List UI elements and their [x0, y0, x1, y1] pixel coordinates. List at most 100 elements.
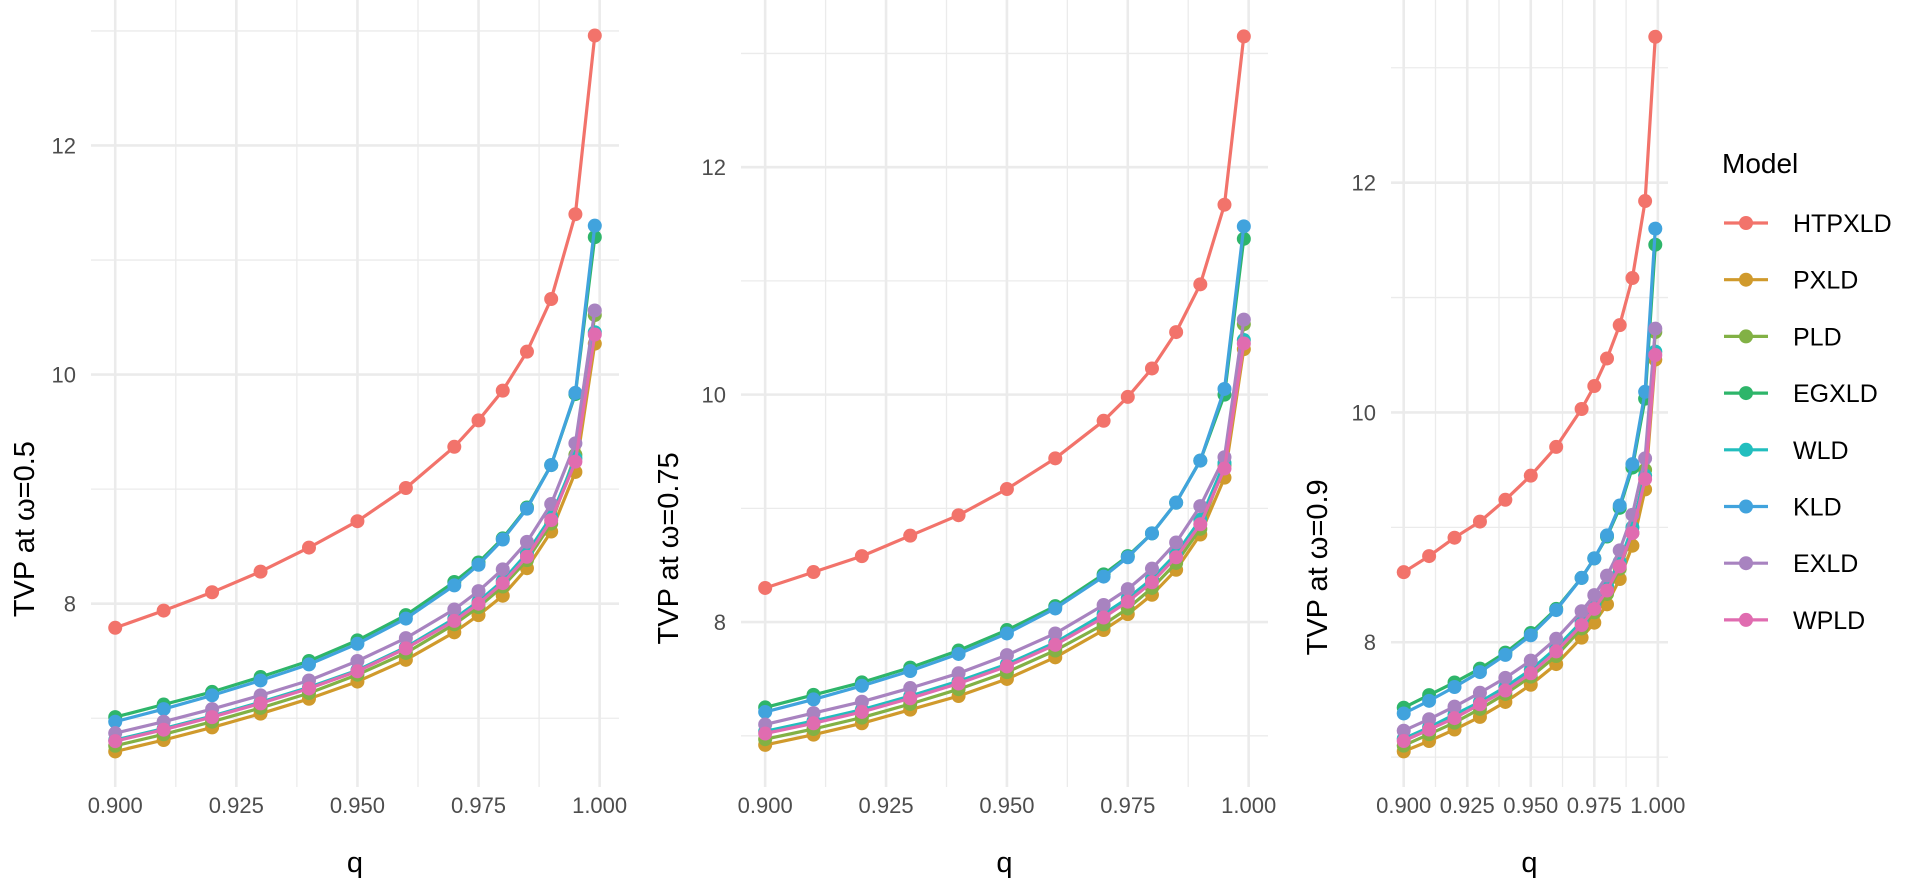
x-tick-label: 0.925	[1440, 793, 1495, 818]
data-point-wpld	[253, 696, 268, 711]
data-point-wpld	[1549, 644, 1564, 659]
data-point-kld	[253, 673, 268, 688]
y-tick-label: 10	[702, 383, 726, 408]
data-point-wpld	[1396, 734, 1411, 749]
series-line-kld	[114, 225, 597, 724]
data-point-wpld	[205, 710, 220, 725]
data-point-kld	[544, 458, 559, 473]
x-tick-label: 0.925	[859, 793, 914, 818]
data-point-exld	[1574, 604, 1589, 619]
data-point-htpxld	[1422, 549, 1437, 564]
data-point-exld	[350, 653, 365, 668]
legend-item-pld: PLD	[1724, 323, 1842, 351]
data-point-wpld	[1096, 610, 1111, 625]
data-point-exld	[495, 562, 510, 577]
data-point-exld	[999, 648, 1014, 663]
series-kld	[1396, 221, 1663, 721]
data-point-htpxld	[806, 565, 821, 580]
data-point-kld	[854, 678, 869, 693]
data-point-wpld	[854, 704, 869, 719]
data-point-wpld	[1498, 683, 1513, 698]
data-point-htpxld	[1447, 530, 1462, 545]
data-point-exld	[471, 584, 486, 599]
data-point-kld	[1549, 603, 1564, 618]
x-tick-label: 0.975	[1567, 793, 1622, 818]
data-point-wpld	[471, 596, 486, 611]
data-point-htpxld	[1549, 439, 1564, 454]
data-point-htpxld	[854, 549, 869, 564]
data-point-kld	[398, 611, 413, 626]
data-point-exld	[1472, 685, 1487, 700]
data-point-kld	[1169, 495, 1184, 510]
data-point-htpxld	[758, 580, 773, 595]
data-point-htpxld	[1523, 468, 1538, 483]
data-point-exld	[1523, 653, 1538, 668]
data-point-htpxld	[1193, 277, 1208, 292]
series-wpld	[1396, 348, 1663, 749]
series-wpld	[758, 336, 1251, 741]
data-point-kld	[471, 557, 486, 572]
data-point-kld	[1447, 680, 1462, 695]
x-tick-label: 1.000	[1221, 793, 1276, 818]
legend-label: HTPXLD	[1793, 210, 1892, 238]
data-point-exld	[1169, 535, 1184, 550]
series-egxld	[758, 231, 1251, 715]
data-point-exld	[398, 631, 413, 646]
data-point-kld	[1612, 498, 1627, 513]
data-point-wpld	[1638, 472, 1653, 487]
x-tick-label: 0.950	[1503, 793, 1558, 818]
data-point-wpld	[999, 659, 1014, 674]
data-point-kld	[1498, 647, 1513, 662]
legend-item-htpxld: HTPXLD	[1724, 210, 1892, 238]
data-point-wpld	[495, 576, 510, 591]
y-tick-label: 8	[1364, 630, 1376, 655]
data-point-htpxld	[350, 514, 365, 529]
data-point-htpxld	[1096, 413, 1111, 428]
data-point-kld	[587, 218, 602, 233]
series-htpxld	[108, 28, 602, 635]
data-point-exld	[1422, 712, 1437, 727]
data-point-wpld	[951, 676, 966, 691]
x-axis-title: q	[996, 847, 1012, 879]
data-point-exld	[1193, 499, 1208, 514]
series-kld	[758, 219, 1251, 719]
data-point-kld	[1587, 551, 1602, 566]
legend-item-exld: EXLD	[1724, 550, 1858, 578]
data-point-htpxld	[1217, 197, 1232, 212]
legend-item-kld: KLD	[1724, 494, 1842, 522]
legend-title: Model	[1722, 148, 1798, 179]
data-point-kld	[1048, 601, 1063, 616]
data-point-wpld	[758, 726, 773, 741]
data-point-htpxld	[471, 413, 486, 428]
data-point-htpxld	[1498, 492, 1513, 507]
data-point-wpld	[1625, 526, 1640, 541]
x-axis-title: q	[1521, 847, 1537, 879]
data-point-htpxld	[447, 439, 462, 454]
data-point-kld	[519, 501, 534, 516]
x-tick-label: 0.900	[1376, 793, 1431, 818]
data-point-htpxld	[253, 564, 268, 579]
series-exld	[758, 312, 1251, 732]
series-line-pld	[114, 314, 597, 748]
data-point-wpld	[587, 327, 602, 342]
data-point-exld	[1648, 321, 1663, 336]
data-point-kld	[568, 385, 583, 400]
data-point-htpxld	[1574, 402, 1589, 417]
data-point-htpxld	[156, 603, 171, 618]
data-point-htpxld	[1144, 361, 1159, 376]
x-axis-title: q	[347, 847, 363, 879]
data-point-htpxld	[495, 383, 510, 398]
data-point-wpld	[156, 722, 171, 737]
data-point-kld	[999, 626, 1014, 641]
data-point-wpld	[519, 549, 534, 564]
data-point-htpxld	[1638, 194, 1653, 209]
data-point-kld	[1236, 219, 1251, 234]
data-point-htpxld	[544, 291, 559, 306]
data-point-wpld	[1193, 517, 1208, 532]
legend-label: EXLD	[1793, 550, 1858, 578]
y-tick-label: 10	[52, 363, 76, 388]
series-line-htpxld	[764, 36, 1246, 590]
legend-item-wld: WLD	[1724, 437, 1849, 465]
data-point-htpxld	[1612, 318, 1627, 333]
